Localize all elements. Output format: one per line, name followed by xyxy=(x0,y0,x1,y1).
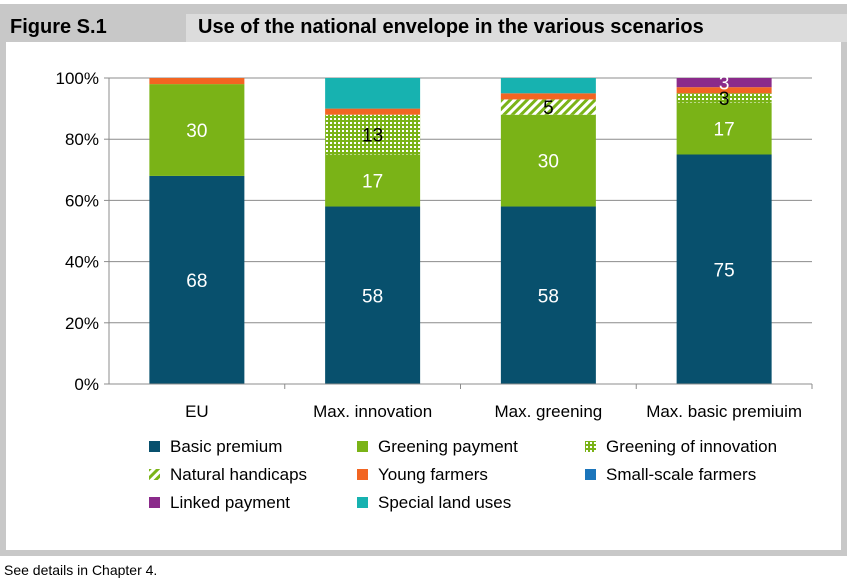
data-label: 30 xyxy=(186,121,207,142)
bar-segment xyxy=(500,114,596,207)
bar-segment xyxy=(676,87,772,94)
bar-segment xyxy=(149,84,245,176)
bar-segment xyxy=(500,78,596,94)
bar-segment xyxy=(325,206,421,384)
legend-label: Natural handicaps xyxy=(170,465,307,484)
legend-label: Small-scale farmers xyxy=(606,465,756,484)
bar-segment xyxy=(325,78,421,109)
data-label: 75 xyxy=(714,260,735,281)
legend-swatch xyxy=(149,441,160,452)
legend-label: Basic premium xyxy=(170,437,282,456)
x-tick-label: Max. basic premiuim xyxy=(646,402,802,421)
bar-segment xyxy=(500,206,596,384)
data-label: 58 xyxy=(538,286,559,307)
y-tick-label: 0% xyxy=(74,375,99,394)
stacked-bar-chart: 68 30 58 17 13 58 30 5 75 17 33 0% 20% 40% 60% 80% 100%… xyxy=(56,69,813,512)
data-label: 3 xyxy=(719,74,730,95)
data-label: 5 xyxy=(543,98,554,119)
bar-segment xyxy=(149,175,245,384)
y-tick-label: 20% xyxy=(65,314,99,333)
bar-segment xyxy=(676,78,772,88)
x-tick-label: Max. innovation xyxy=(313,402,432,421)
bar-segment xyxy=(500,99,596,115)
figure-title: Use of the national envelope in the vari… xyxy=(198,16,704,38)
bar-segment xyxy=(500,93,596,100)
figure-label: Figure S.1 xyxy=(10,16,107,38)
bar-segment xyxy=(325,114,421,155)
legend-label: Greening of innovation xyxy=(606,437,777,456)
y-tick-label: 60% xyxy=(65,191,99,210)
x-tick-label: EU xyxy=(185,402,209,421)
legend-swatch xyxy=(585,441,596,452)
data-label: 3 xyxy=(719,89,730,110)
bar-segment xyxy=(149,78,245,85)
bar-segment xyxy=(325,108,421,115)
data-label: 17 xyxy=(714,119,735,140)
figure-title-box xyxy=(186,14,847,42)
legend-swatch xyxy=(585,469,596,480)
y-tick-label: 80% xyxy=(65,130,99,149)
legend-swatch xyxy=(149,497,160,508)
data-label: 17 xyxy=(362,172,383,193)
legend-label: Young farmers xyxy=(378,465,488,484)
data-label: 68 xyxy=(186,271,207,292)
figure-label-box xyxy=(0,4,186,42)
bar-segment xyxy=(676,93,772,103)
legend-swatch xyxy=(357,441,368,452)
legend-label: Greening payment xyxy=(378,437,518,456)
legend-label: Linked payment xyxy=(170,493,290,512)
legend-label: Special land uses xyxy=(378,493,511,512)
bar-segment xyxy=(325,154,421,207)
data-label: 13 xyxy=(362,126,383,147)
bar-segment xyxy=(676,154,772,384)
figure-note: See details in Chapter 4. xyxy=(4,562,158,578)
y-tick-label: 100% xyxy=(56,69,99,88)
x-tick-label: Max. greening xyxy=(495,402,603,421)
legend-swatch xyxy=(149,469,160,480)
bar-segment xyxy=(676,102,772,155)
legend-swatch xyxy=(357,469,368,480)
data-label: 58 xyxy=(362,286,383,307)
y-tick-label: 40% xyxy=(65,253,99,272)
data-label: 30 xyxy=(538,152,559,173)
legend-swatch xyxy=(357,497,368,508)
chart-panel: 68 30 58 17 13 58 30 5 75 17 3 3 0% 20% 40% 60% 80% 100%… xyxy=(6,42,841,550)
